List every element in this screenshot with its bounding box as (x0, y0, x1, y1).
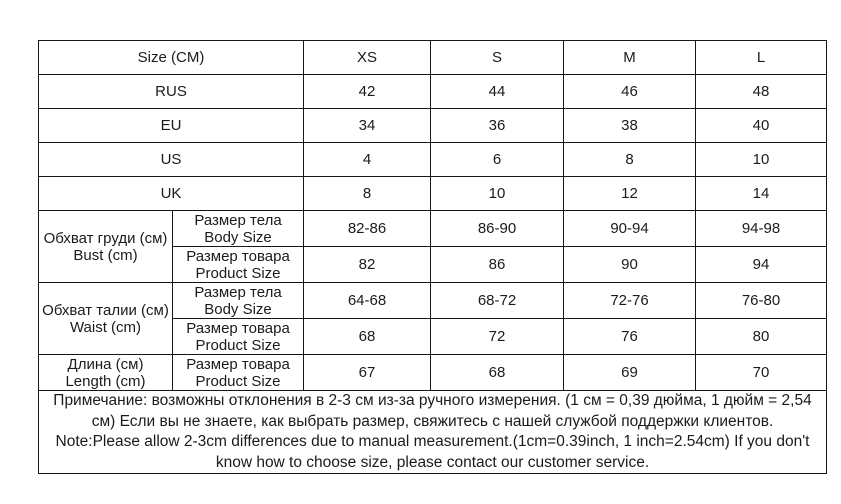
bust-product-m: 90 (563, 246, 697, 283)
bust-product-type-en: Product Size (195, 264, 281, 282)
uk-s: 10 (430, 176, 565, 211)
note-row: Примечание: возможны отклонения в 2-3 см… (37, 390, 828, 474)
note-text-en: Note:Please allow 2-3cm differences due … (55, 433, 810, 471)
us-row: US 4 6 8 10 (37, 142, 828, 177)
eu-l: 40 (695, 108, 828, 143)
waist-body-m: 72-76 (563, 282, 697, 319)
waist-product-s: 72 (430, 318, 565, 355)
col-header-m: M (563, 40, 697, 75)
header-row: Size (CM) XS S M L (37, 40, 828, 75)
size-cm-header: Size (CM) (37, 40, 305, 75)
rus-label: RUS (37, 74, 305, 109)
waist-body-l: 76-80 (695, 282, 828, 319)
waist-body-type-ru: Размер тела (194, 283, 282, 301)
length-product-s: 68 (430, 354, 565, 391)
eu-row: EU 34 36 38 40 (37, 108, 828, 143)
bust-product-row: Размер товара Product Size 82 86 90 94 (39, 246, 828, 283)
rus-row: RUS 42 44 46 48 (37, 74, 828, 109)
col-header-l: L (695, 40, 828, 75)
waist-label-en: Waist (cm) (69, 318, 142, 336)
length-row: Длина (см) Length (cm) Размер товара Pro… (38, 354, 828, 391)
waist-body-xs: 64-68 (303, 282, 432, 319)
us-label: US (37, 142, 305, 177)
uk-m: 12 (563, 176, 697, 211)
waist-product-m: 76 (563, 318, 697, 355)
bust-product-type-cell: Размер товара Product Size (171, 246, 305, 283)
waist-product-type-cell: Размер товара Product Size (171, 318, 305, 355)
rus-xs: 42 (303, 74, 432, 109)
waist-product-type-en: Product Size (195, 336, 281, 354)
waist-product-xs: 68 (303, 318, 432, 355)
us-m: 8 (563, 142, 697, 177)
bust-body-xs: 82-86 (303, 210, 432, 247)
length-product-type-en: Product Size (195, 372, 281, 390)
uk-label: UK (37, 176, 305, 211)
waist-body-type-cell: Размер тела Body Size (171, 282, 305, 319)
rus-s: 44 (430, 74, 565, 109)
length-product-m: 69 (563, 354, 697, 391)
length-product-type-ru: Размер товара (186, 355, 290, 373)
bust-body-l: 94-98 (695, 210, 828, 247)
bust-label-en: Bust (cm) (73, 246, 138, 264)
size-chart-table: Size (CM) XS S M L RUS 42 44 46 48 EU 34… (37, 40, 828, 474)
waist-label-ru: Обхват талии (см) (42, 301, 169, 319)
eu-s: 36 (430, 108, 565, 143)
length-product-type-cell: Размер товара Product Size (171, 354, 305, 391)
uk-xs: 8 (303, 176, 432, 211)
waist-product-type-ru: Размер товара (186, 319, 290, 337)
bust-label-ru: Обхват груди (см) (43, 229, 168, 247)
waist-body-s: 68-72 (430, 282, 565, 319)
waist-body-type-en: Body Size (204, 300, 272, 318)
bust-body-type-cell: Размер тела Body Size (171, 210, 305, 247)
bust-body-row: Обхват груди (см) Bust (cm) Размер тела … (38, 210, 828, 283)
length-label-ru: Длина (см) (67, 355, 144, 373)
eu-label: EU (37, 108, 305, 143)
col-header-xs: XS (303, 40, 432, 75)
rus-m: 46 (563, 74, 697, 109)
rus-l: 48 (695, 74, 828, 109)
length-label-en: Length (cm) (65, 372, 146, 390)
uk-row: UK 8 10 12 14 (37, 176, 828, 211)
length-product-l: 70 (695, 354, 828, 391)
col-header-s: S (430, 40, 565, 75)
bust-body-type-ru: Размер тела (194, 211, 282, 229)
bust-body-s: 86-90 (430, 210, 565, 247)
us-l: 10 (695, 142, 828, 177)
bust-body-m: 90-94 (563, 210, 697, 247)
bust-body-type-en: Body Size (204, 228, 272, 246)
length-label-cell: Длина (см) Length (cm) (38, 354, 173, 391)
note-text-ru: Примечание: возможны отклонения в 2-3 см… (53, 392, 812, 430)
bust-product-type-ru: Размер товара (186, 247, 290, 265)
note-cell: Примечание: возможны отклонения в 2-3 см… (37, 390, 828, 474)
waist-product-row: Размер товара Product Size 68 72 76 80 (39, 318, 828, 355)
bust-product-xs: 82 (303, 246, 432, 283)
us-s: 6 (430, 142, 565, 177)
us-xs: 4 (303, 142, 432, 177)
bust-product-l: 94 (695, 246, 828, 283)
waist-product-l: 80 (695, 318, 828, 355)
bust-product-s: 86 (430, 246, 565, 283)
bust-label-cell: Обхват груди (см) Bust (cm) (38, 210, 173, 283)
waist-label-cell: Обхват талии (см) Waist (cm) (38, 282, 173, 355)
eu-m: 38 (563, 108, 697, 143)
uk-l: 14 (695, 176, 828, 211)
length-product-xs: 67 (303, 354, 432, 391)
eu-xs: 34 (303, 108, 432, 143)
waist-body-row: Обхват талии (см) Waist (cm) Размер тела… (38, 282, 828, 355)
